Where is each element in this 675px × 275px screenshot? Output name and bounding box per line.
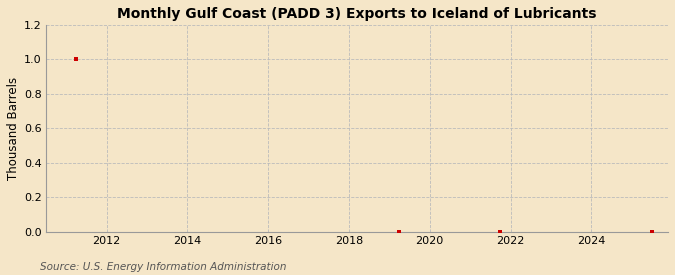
Y-axis label: Thousand Barrels: Thousand Barrels xyxy=(7,77,20,180)
Point xyxy=(495,230,506,234)
Point xyxy=(71,57,82,62)
Title: Monthly Gulf Coast (PADD 3) Exports to Iceland of Lubricants: Monthly Gulf Coast (PADD 3) Exports to I… xyxy=(117,7,597,21)
Point xyxy=(394,230,405,234)
Text: Source: U.S. Energy Information Administration: Source: U.S. Energy Information Administ… xyxy=(40,262,287,272)
Point xyxy=(647,230,657,234)
